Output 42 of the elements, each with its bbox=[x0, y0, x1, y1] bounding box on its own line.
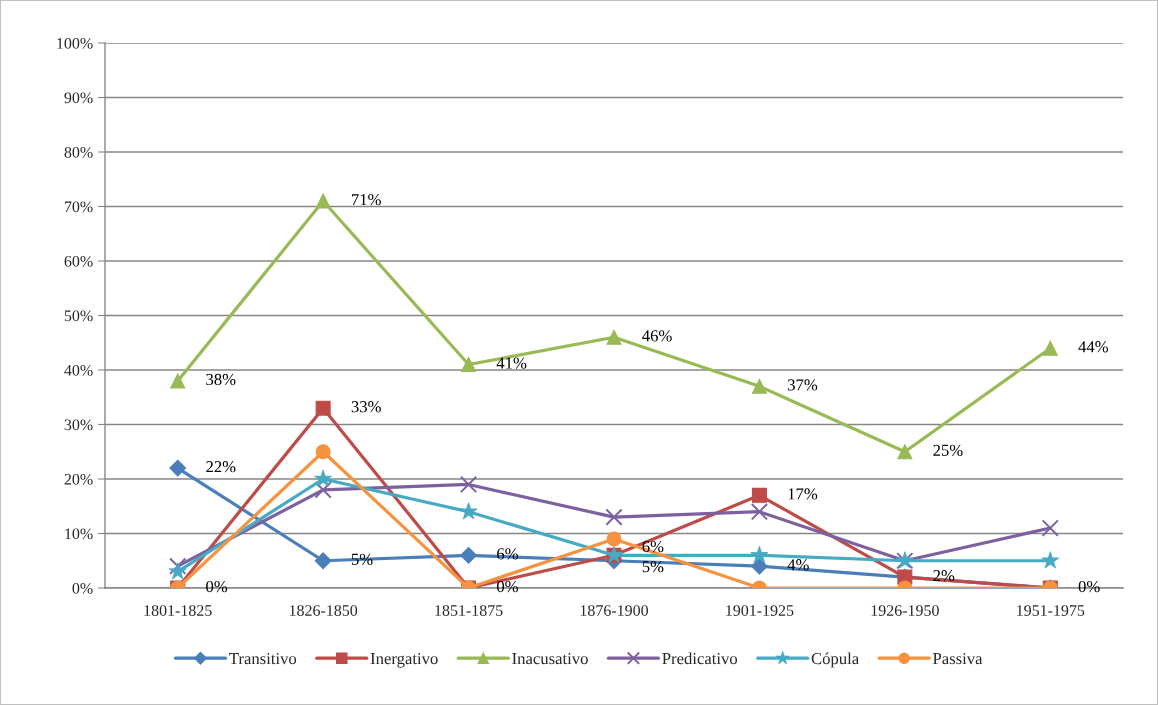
data-label: 37% bbox=[788, 379, 818, 391]
data-label: 38% bbox=[206, 373, 236, 386]
y-tick-label: 0% bbox=[72, 582, 93, 594]
data-label: 22% bbox=[206, 461, 236, 473]
data-label: 5% bbox=[351, 553, 373, 565]
y-tick-label: 90% bbox=[64, 92, 93, 104]
data-label: 17% bbox=[788, 488, 818, 500]
legend-label: Transitivo bbox=[229, 653, 297, 665]
data-label: 0% bbox=[206, 580, 228, 593]
data-label: 46% bbox=[642, 330, 672, 342]
x-tick-label: 1926-1950 bbox=[871, 605, 939, 616]
legend-label: Passiva bbox=[932, 653, 983, 665]
y-tick-label: 70% bbox=[64, 201, 93, 213]
data-label: 41% bbox=[496, 357, 527, 369]
x-tick-label: 1876-1900 bbox=[580, 605, 648, 616]
data-label: 0% bbox=[1078, 580, 1100, 593]
data-label: 4% bbox=[787, 559, 809, 571]
y-tick-label: 80% bbox=[64, 146, 93, 158]
data-label: 6% bbox=[642, 540, 664, 553]
data-label: 71% bbox=[352, 193, 381, 206]
y-tick-label: 30% bbox=[64, 419, 93, 431]
y-tick-label: 50% bbox=[64, 310, 93, 322]
data-label: 33% bbox=[351, 401, 381, 413]
x-tick-label: 1901-1925 bbox=[726, 605, 794, 616]
legend-label: Cópula bbox=[811, 652, 859, 668]
y-tick-label: 20% bbox=[64, 473, 93, 485]
y-tick-label: 60% bbox=[64, 255, 93, 267]
x-tick-label: 1801-1825 bbox=[144, 605, 212, 616]
data-label: 44% bbox=[1078, 341, 1109, 353]
legend-label: Inergativo bbox=[370, 653, 438, 668]
data-label: 2% bbox=[933, 570, 955, 582]
data-label: 5% bbox=[642, 561, 664, 573]
y-tick-label: 10% bbox=[65, 528, 93, 540]
data-label: 25% bbox=[933, 444, 963, 456]
legend-label: Inacusativo bbox=[512, 653, 588, 665]
x-tick-label: 1851-1875 bbox=[435, 605, 503, 616]
y-tick-label: 100% bbox=[57, 37, 93, 49]
x-tick-label: 1951-1975 bbox=[1017, 605, 1085, 616]
legend-label: Predicativo bbox=[662, 652, 738, 665]
data-label: 0% bbox=[496, 580, 518, 593]
x-tick-label: 1826-1850 bbox=[289, 605, 358, 616]
y-tick-label: 40% bbox=[64, 364, 93, 376]
